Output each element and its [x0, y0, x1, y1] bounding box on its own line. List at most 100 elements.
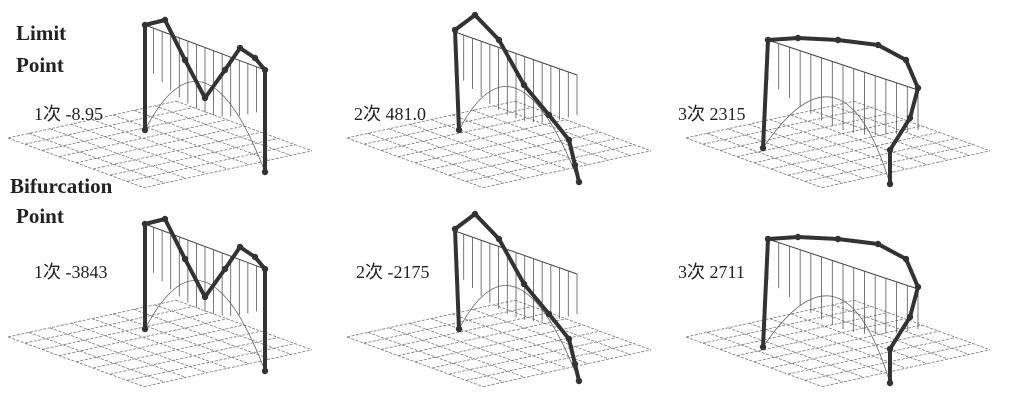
- node: [546, 112, 552, 118]
- node: [262, 67, 268, 73]
- grid-line: [515, 300, 651, 350]
- grid-line: [854, 300, 990, 350]
- node: [566, 137, 572, 143]
- node: [795, 234, 801, 240]
- grid-line: [854, 101, 990, 151]
- grid-line: [155, 305, 291, 355]
- grid-line: [466, 145, 634, 182]
- grid-line: [822, 350, 990, 387]
- grid-line: [473, 110, 609, 160]
- mode-label: 3次 2315: [678, 104, 746, 124]
- node: [521, 281, 527, 287]
- node: [222, 67, 228, 73]
- node: [576, 378, 582, 384]
- node: [903, 57, 909, 63]
- grid-line: [483, 151, 651, 188]
- arch: [459, 86, 579, 182]
- node: [452, 27, 458, 33]
- figure: Limit Point Bifurcation Point 1次 -8.95 2…: [0, 0, 1018, 398]
- page: Limit Point Bifurcation Point 1次 -8.95 2…: [0, 0, 1018, 398]
- grid-line: [707, 133, 843, 183]
- node: [572, 361, 578, 367]
- node: [142, 221, 148, 227]
- node: [262, 266, 268, 272]
- grid-line: [93, 132, 261, 169]
- grids: [8, 101, 990, 386]
- mode-label: 1次 -3843: [34, 262, 108, 282]
- node: [252, 254, 258, 260]
- node: [887, 346, 893, 352]
- node: [202, 95, 208, 101]
- node: [887, 147, 893, 153]
- grid-line: [92, 120, 228, 170]
- node: [576, 179, 582, 185]
- node: [887, 380, 893, 386]
- node: [162, 216, 168, 222]
- mode-label: 2次 481.0: [354, 104, 426, 124]
- node: [472, 12, 478, 18]
- arch: [459, 285, 579, 381]
- node: [907, 115, 913, 121]
- node: [142, 326, 148, 332]
- grid-line: [515, 101, 651, 151]
- node: [795, 35, 801, 41]
- node: [907, 314, 913, 320]
- node: [887, 181, 893, 187]
- grid-line: [707, 332, 843, 382]
- grid-line: [113, 115, 249, 165]
- node: [142, 22, 148, 28]
- node: [875, 42, 881, 48]
- row-label: Limit: [16, 21, 66, 45]
- node: [760, 145, 766, 151]
- node: [142, 127, 148, 133]
- node: [182, 57, 188, 63]
- node: [835, 37, 841, 43]
- grid-line: [134, 309, 270, 359]
- row-label: Point: [16, 204, 64, 228]
- node: [237, 45, 243, 51]
- grid-line: [144, 350, 312, 387]
- grid-line: [110, 138, 278, 175]
- node: [496, 236, 502, 242]
- node: [472, 211, 478, 217]
- node: [875, 241, 881, 247]
- grid-line: [155, 106, 291, 156]
- grid-line: [93, 331, 261, 368]
- node: [252, 55, 258, 61]
- grid-line: [473, 309, 609, 359]
- grid-line: [431, 319, 567, 369]
- node: [262, 169, 268, 175]
- node: [546, 311, 552, 317]
- node: [496, 37, 502, 43]
- mode-label: 2次 -2175: [356, 262, 430, 282]
- grid-line: [483, 350, 651, 387]
- grid-line: [144, 151, 312, 188]
- node: [765, 236, 771, 242]
- node: [915, 85, 921, 91]
- node: [765, 37, 771, 43]
- grid-line: [431, 120, 567, 170]
- grid-line: [92, 319, 228, 369]
- node: [521, 82, 527, 88]
- node: [237, 244, 243, 250]
- node: [162, 17, 168, 23]
- grid-line: [127, 344, 295, 381]
- mode-label: 1次 -8.95: [34, 104, 103, 124]
- grid-line: [449, 337, 617, 374]
- node: [915, 284, 921, 290]
- node: [566, 336, 572, 342]
- mode-curve: [455, 15, 579, 182]
- node: [222, 266, 228, 272]
- node: [182, 256, 188, 262]
- node: [835, 236, 841, 242]
- grid-line: [127, 145, 295, 182]
- grid-line: [822, 151, 990, 188]
- mode-curve: [455, 214, 579, 381]
- grid-line: [134, 110, 270, 160]
- grid-line: [771, 132, 939, 169]
- node: [262, 368, 268, 374]
- grid-line: [113, 314, 249, 364]
- grid-line: [29, 332, 165, 382]
- row-label: Bifurcation: [10, 174, 113, 198]
- mode-label: 3次 2711: [678, 262, 745, 282]
